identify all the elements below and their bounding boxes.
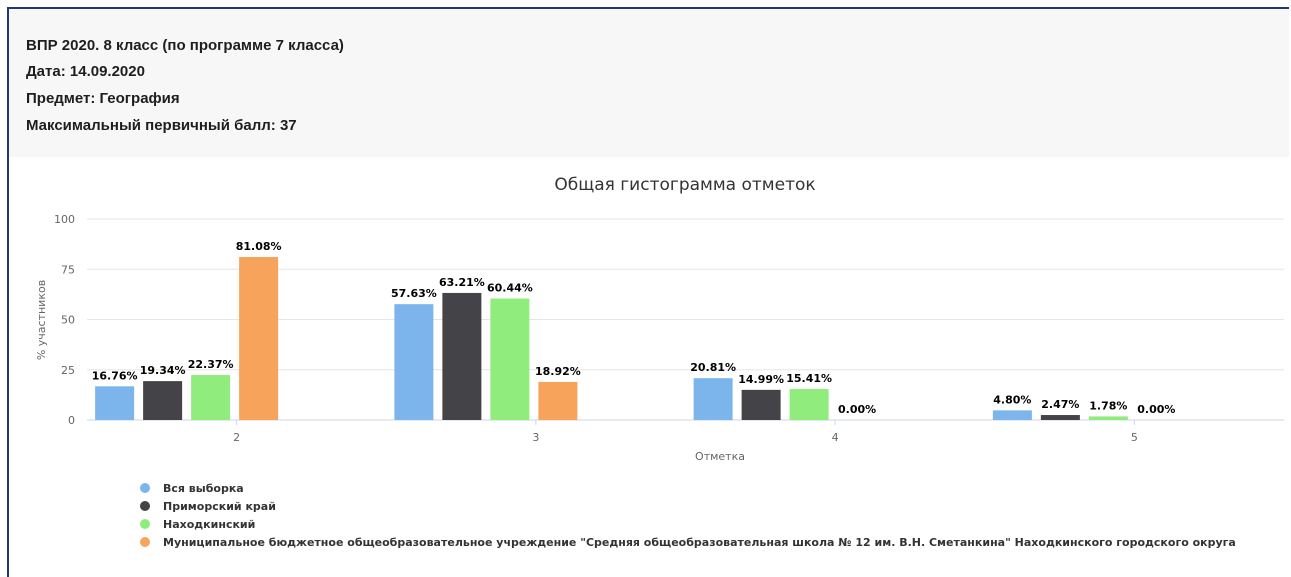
data-label: 2.47%: [1041, 398, 1079, 411]
data-label: 4.80%: [993, 393, 1031, 406]
legend-marker-0: [140, 483, 150, 493]
legend-item-0: Вся выборка: [163, 482, 244, 495]
bar-0-3: [394, 304, 434, 420]
bar-0-2: [95, 386, 135, 420]
bar-3-3: [538, 381, 578, 420]
legend-marker-1: [140, 501, 150, 511]
data-label: 22.37%: [188, 358, 234, 371]
y-tick-label: 75: [61, 263, 75, 276]
y-tick-label: 0: [68, 414, 75, 427]
bar-1-5: [1040, 415, 1080, 420]
x-tick-label: 5: [1131, 431, 1138, 444]
data-label: 1.78%: [1089, 399, 1127, 412]
data-label: 0.00%: [1137, 403, 1175, 416]
y-tick-label: 100: [54, 213, 75, 226]
x-tick-label: 4: [832, 431, 839, 444]
report-subject: Предмет: География: [26, 90, 180, 107]
legend-item-1: Приморский край: [163, 500, 276, 513]
data-label: 63.21%: [439, 276, 485, 289]
bar-2-5: [1088, 416, 1128, 420]
report-max-score: Максимальный первичный балл: 37: [26, 117, 297, 134]
bar-1-2: [143, 381, 183, 420]
y-tick-label: 50: [61, 314, 75, 327]
legend-item-3: Муниципальное бюджетное общеобразователь…: [163, 536, 1236, 549]
bar-0-4: [693, 378, 733, 420]
x-axis-label: Отметка: [695, 450, 745, 463]
legend-marker-2: [140, 519, 150, 529]
chart-title: Общая гистограмма отметок: [554, 175, 815, 195]
y-axis-label: % участников: [35, 280, 48, 360]
legend-item-2: Находкинский: [163, 518, 255, 531]
data-label: 18.92%: [535, 365, 581, 378]
x-tick-label: 2: [233, 431, 240, 444]
bar-2-2: [191, 375, 231, 420]
data-label: 19.34%: [140, 364, 186, 377]
data-label: 81.08%: [236, 240, 282, 253]
data-label: 16.76%: [92, 369, 138, 382]
data-label: 57.63%: [391, 287, 437, 300]
legend-marker-3: [140, 537, 150, 547]
data-label: 0.00%: [838, 403, 876, 416]
report-title: ВПР 2020. 8 класс (по программе 7 класса…: [26, 37, 344, 54]
y-tick-label: 25: [61, 364, 75, 377]
data-label: 60.44%: [487, 282, 533, 295]
report-info-panel: ВПР 2020. 8 класс (по программе 7 класса…: [9, 9, 1289, 157]
data-label: 20.81%: [690, 361, 736, 374]
bar-0-5: [992, 410, 1032, 420]
bar-3-2: [239, 257, 279, 420]
bar-2-3: [490, 298, 530, 420]
bar-2-4: [789, 389, 829, 420]
data-label: 14.99%: [738, 373, 784, 386]
bar-1-3: [442, 292, 482, 420]
data-label: 15.41%: [786, 372, 832, 385]
x-tick-label: 3: [532, 431, 539, 444]
bar-1-4: [741, 389, 781, 420]
report-date: Дата: 14.09.2020: [26, 63, 145, 80]
